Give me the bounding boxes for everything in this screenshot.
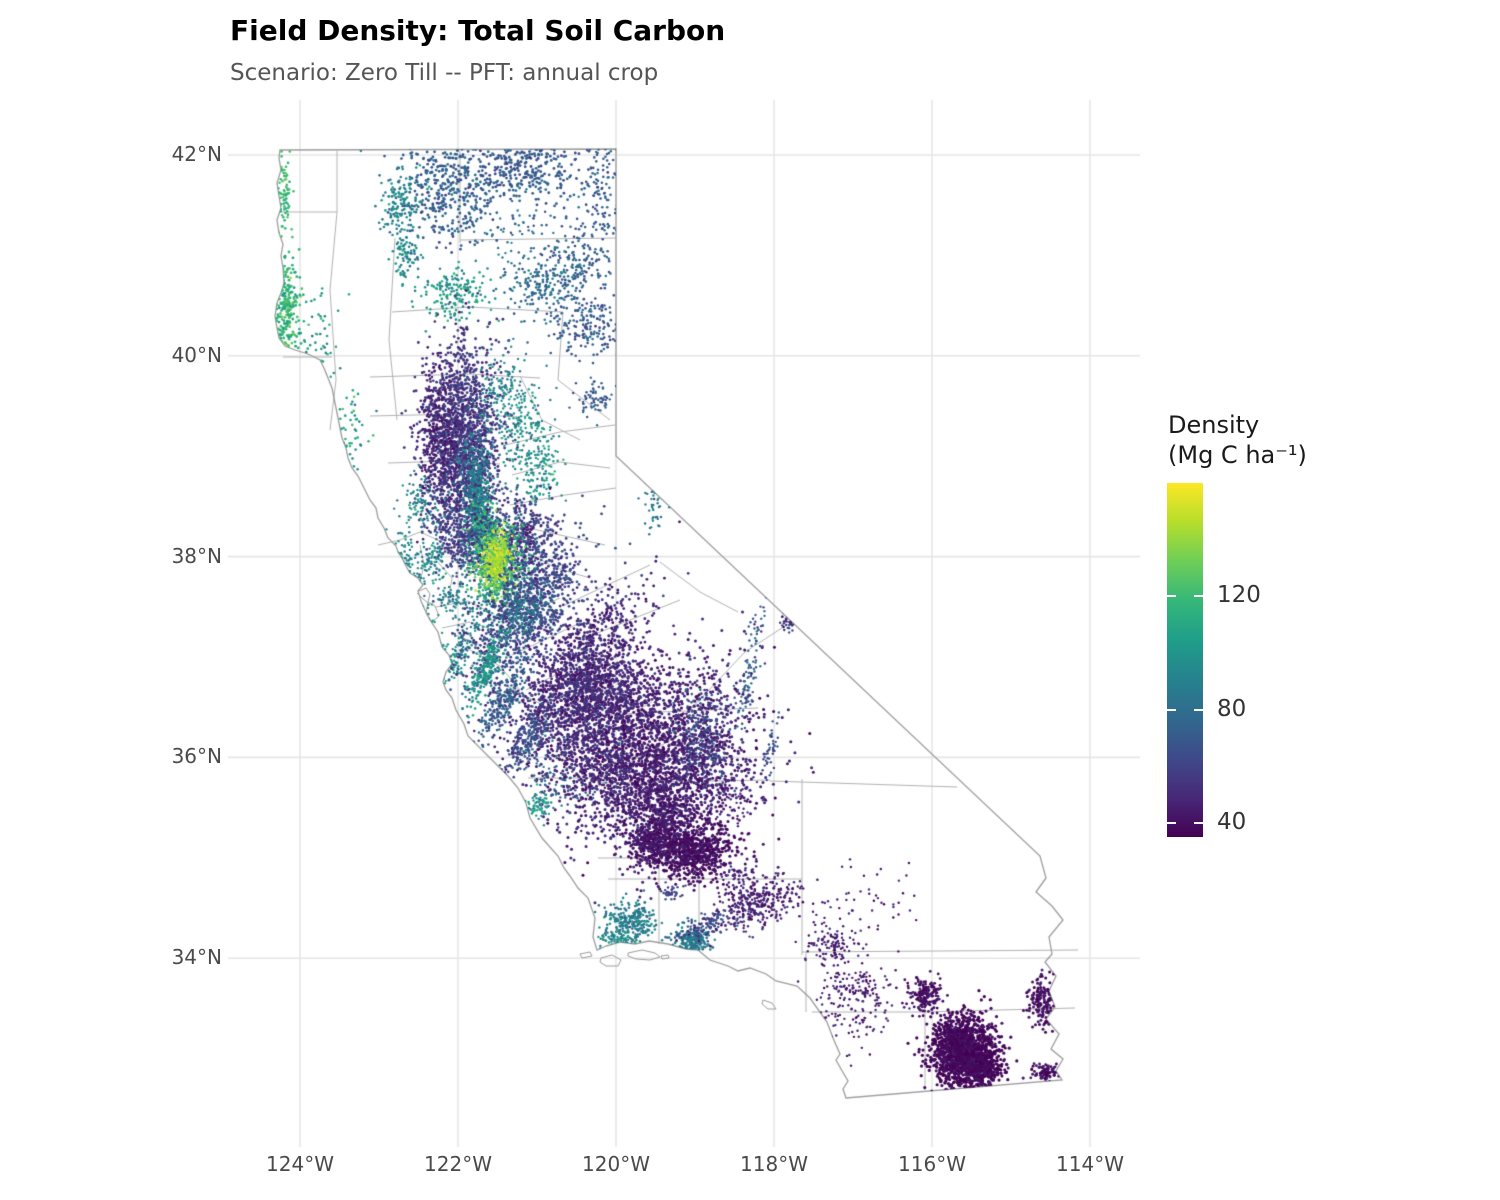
legend-tick-120: 120	[1217, 582, 1261, 609]
x-tick-label-116°W: 116°W	[898, 1152, 966, 1176]
legend-notch-80	[1194, 708, 1203, 711]
x-tick-label-114°W: 114°W	[1056, 1152, 1124, 1176]
y-tick-label-36°N: 36°N	[171, 744, 222, 769]
legend-notch-40	[1167, 821, 1176, 824]
x-tick-label-124°W: 124°W	[266, 1152, 334, 1176]
legend-title-line2: (Mg C ha⁻¹)	[1168, 441, 1307, 469]
legend-tick-40: 40	[1217, 808, 1247, 835]
chart-title: Field Density: Total Soil Carbon	[230, 14, 726, 47]
x-tick-label-122°W: 122°W	[424, 1152, 492, 1176]
y-tick-label-42°N: 42°N	[171, 142, 222, 166]
legend-notch-120	[1167, 595, 1176, 598]
legend-title: Density (Mg C ha⁻¹)	[1168, 410, 1307, 470]
legend-title-line1: Density	[1168, 411, 1260, 439]
x-tick-label-118°W: 118°W	[740, 1152, 808, 1176]
legend-colorbar	[1167, 483, 1203, 837]
y-tick-label-34°N: 34°N	[171, 945, 222, 970]
y-tick-label-38°N: 38°N	[171, 543, 222, 568]
legend-notch-40	[1194, 821, 1203, 824]
x-tick-label-120°W: 120°W	[582, 1152, 650, 1176]
legend-tick-80: 80	[1217, 695, 1247, 722]
legend-notch-80	[1167, 708, 1176, 711]
chart-subtitle: Scenario: Zero Till -- PFT: annual crop	[230, 60, 659, 86]
legend-notch-120	[1194, 595, 1203, 598]
y-tick-label-40°N: 40°N	[171, 342, 222, 367]
